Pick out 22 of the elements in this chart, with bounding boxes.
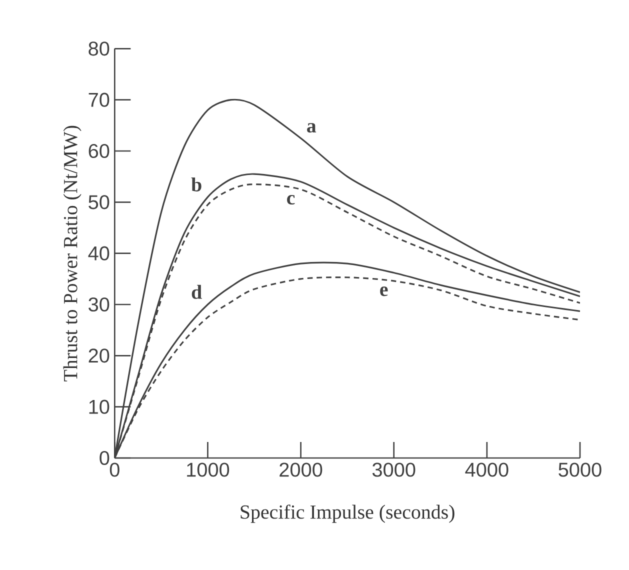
series-label: d (192, 284, 202, 299)
x-tick-label: 3000 (372, 462, 416, 477)
series-label: a (307, 123, 316, 133)
x-tick-label: 5000 (558, 462, 602, 477)
y-tick-label: 40 (88, 246, 110, 260)
y-tick-label: 70 (88, 92, 110, 107)
series-label: e (380, 286, 388, 296)
y-axis-title: Thrust to Power Ratio (Nt/MW) (63, 126, 82, 382)
series-label: c (287, 194, 295, 205)
x-axis-title: Specific Impulse (seconds) (240, 504, 454, 523)
y-tick-label: 80 (88, 42, 110, 56)
y-tick-label: 30 (88, 297, 110, 312)
x-tick-label: 4000 (465, 462, 508, 477)
series-label: b (191, 177, 202, 192)
y-tick-label: 10 (89, 400, 110, 414)
y-tick-label: 0 (100, 450, 110, 466)
y-tick-label: 50 (88, 195, 110, 210)
x-tick-label: 2000 (280, 462, 322, 477)
x-tick-label: 0 (110, 462, 120, 477)
y-tick-label: 60 (88, 144, 110, 158)
y-tick-label: 20 (88, 348, 110, 363)
x-tick-label: 1000 (187, 462, 230, 477)
